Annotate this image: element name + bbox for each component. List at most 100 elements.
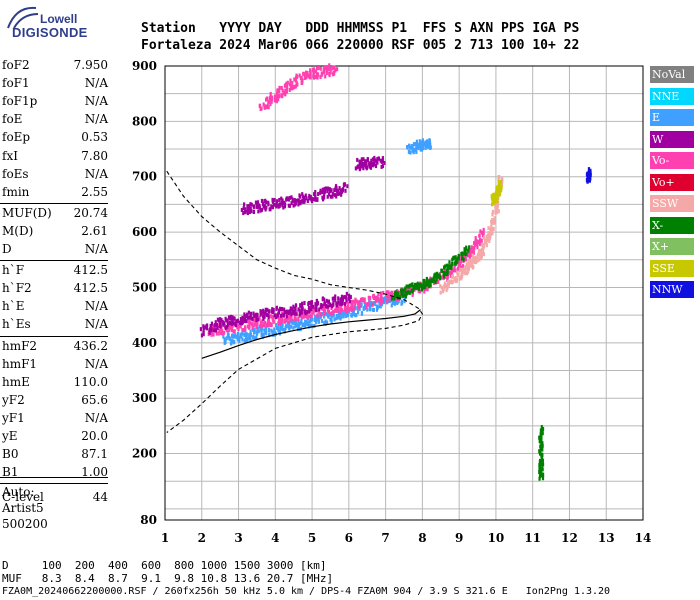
param-value: N/A — [84, 112, 108, 127]
echo-mark — [331, 296, 334, 301]
legend-item: W — [650, 130, 694, 148]
echo-mark — [304, 193, 307, 198]
echo-mark — [359, 302, 362, 307]
echo-mark — [286, 80, 289, 85]
param-value: 44 — [92, 490, 108, 505]
echo-mark — [588, 174, 591, 179]
echo-mark — [264, 327, 268, 332]
echo-mark — [273, 327, 276, 332]
echo-mark — [255, 318, 258, 323]
param-value: N/A — [84, 242, 108, 256]
echo-mark — [270, 314, 273, 319]
param-value: 20.0 — [81, 429, 108, 443]
echo-mark — [320, 319, 324, 324]
echo-mark — [375, 307, 379, 312]
echo-mark — [358, 167, 361, 172]
echo-mark — [450, 265, 453, 270]
echo-mark — [283, 329, 286, 334]
echo-mark — [476, 257, 480, 262]
echo-mark — [246, 204, 249, 209]
echo-mark — [267, 323, 270, 328]
echo-mark — [376, 157, 379, 162]
echo-mark — [303, 301, 306, 306]
echo-mark — [331, 191, 334, 196]
echo-mark — [276, 88, 279, 93]
echo-mark — [267, 202, 270, 207]
echo-mark — [491, 212, 494, 217]
echo-mark — [343, 295, 347, 300]
echo-mark — [262, 102, 265, 107]
param-row: h`F 412.5 — [2, 263, 108, 281]
echo-mark — [278, 85, 281, 90]
echo-mark — [258, 205, 261, 210]
echo-mark — [229, 341, 233, 346]
echo-mark — [335, 313, 339, 318]
echo-mark — [233, 316, 236, 321]
echo-mark — [428, 140, 432, 145]
echo-mark — [224, 325, 227, 330]
echo-mark — [328, 189, 331, 194]
echo-mark — [410, 288, 413, 293]
echo-mark — [365, 163, 368, 168]
echo-mark — [472, 241, 476, 246]
echo-mark — [445, 288, 448, 293]
echo-mark — [285, 81, 288, 86]
y-tick-label: 700 — [132, 170, 157, 184]
echo-mark — [263, 314, 266, 319]
echo-mark — [369, 307, 372, 312]
echo-mark — [408, 143, 411, 148]
echo-mark — [402, 293, 405, 298]
echo-mark — [379, 291, 383, 296]
echo-mark — [265, 308, 268, 313]
echo-mark — [314, 318, 317, 323]
echo-mark — [345, 298, 348, 303]
legend-item: X+ — [650, 238, 694, 255]
echo-mark — [386, 296, 389, 301]
echo-mark — [249, 202, 252, 207]
echo-mark — [495, 185, 499, 190]
echo-mark — [218, 319, 222, 324]
param-name: B0 — [2, 447, 19, 462]
echo-mark — [390, 296, 394, 301]
param-name: foF1 — [2, 76, 30, 91]
echo-mark — [269, 97, 272, 102]
legend-item: SSW — [650, 195, 694, 212]
echo-mark — [356, 305, 359, 310]
echo-mark — [321, 296, 325, 301]
echo-mark — [450, 268, 453, 273]
digisonde-logo-icon — [7, 6, 39, 29]
echo-mark — [278, 89, 281, 94]
echo-mark — [260, 198, 264, 203]
echo-mark — [252, 210, 256, 215]
echo-mark — [261, 319, 264, 324]
echo-mark — [304, 321, 308, 326]
echo-mark — [236, 331, 240, 336]
echo-mark — [466, 250, 469, 255]
param-value: N/A — [84, 94, 108, 109]
legend-item: NNW — [650, 281, 694, 298]
echo-mark — [538, 476, 541, 481]
echo-mark — [277, 93, 281, 98]
echo-mark — [306, 199, 309, 204]
echo-mark — [366, 156, 369, 161]
echo-mark — [323, 308, 326, 313]
echo-mark — [330, 319, 333, 324]
echo-mark — [228, 328, 231, 333]
echo-mark — [333, 317, 336, 322]
echo-mark — [405, 291, 408, 296]
echo-mark — [492, 226, 495, 231]
param-name: hmF1 — [2, 356, 38, 371]
param-row: h`F2 412.5 — [2, 281, 108, 299]
echo-mark — [485, 240, 488, 245]
echo-mark — [243, 202, 246, 207]
echo-mark — [483, 235, 486, 240]
echo-mark — [235, 334, 238, 339]
echo-mark — [497, 209, 500, 214]
echo-mark — [345, 291, 348, 296]
echo-mark — [495, 202, 498, 207]
echo-mark — [429, 145, 432, 150]
echo-mark — [373, 155, 376, 160]
echo-mark — [341, 188, 344, 193]
echo-mark — [479, 238, 482, 243]
echo-mark — [481, 249, 485, 254]
